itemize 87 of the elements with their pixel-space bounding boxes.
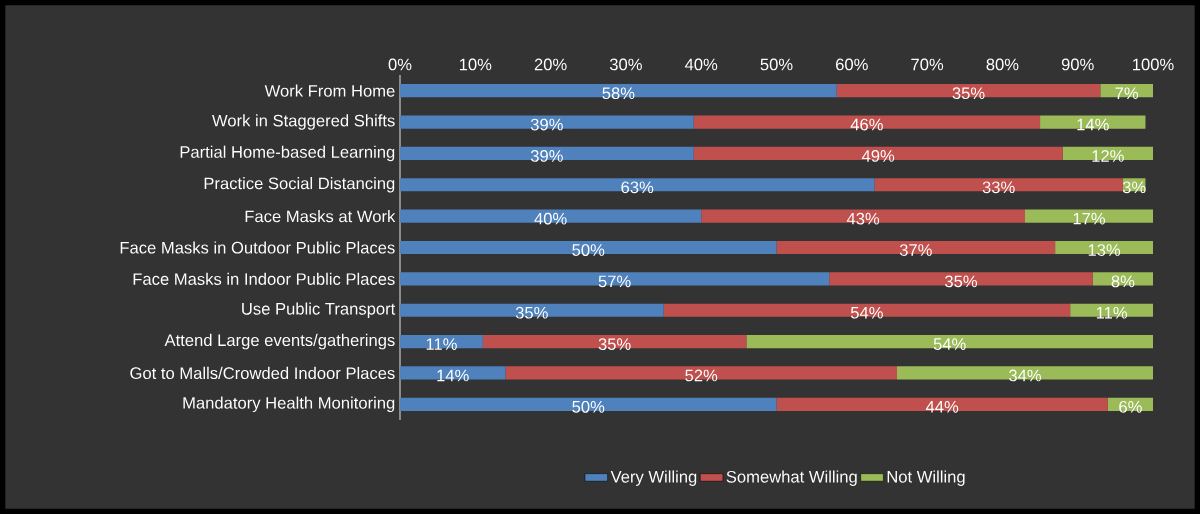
x-tick-label: 20% — [534, 58, 567, 71]
bar — [896, 366, 1154, 380]
bar — [400, 397, 777, 411]
bar — [400, 209, 702, 223]
y-tick-label: Work From Home — [264, 84, 395, 97]
bar — [693, 146, 1063, 160]
y-tick-label: Work in Staggered Shifts — [212, 114, 395, 130]
x-tick-label: 100% — [1133, 58, 1174, 71]
data-label: 50% — [572, 244, 605, 256]
data-label: 7% — [1115, 87, 1139, 99]
data-label: 12% — [1092, 150, 1124, 162]
bar — [776, 240, 1056, 255]
data-label: 39% — [530, 150, 563, 162]
bar — [400, 84, 837, 98]
bar — [829, 272, 1093, 286]
bar — [400, 178, 875, 192]
bar — [701, 209, 1025, 223]
data-label: 35% — [952, 87, 985, 100]
bar — [1025, 209, 1154, 223]
data-label: 3% — [1122, 181, 1146, 194]
y-tick-label: Face Masks in Indoor Public Places — [133, 272, 395, 285]
data-label: 58% — [602, 87, 635, 100]
y-tick-label: Face Masks at Work — [245, 210, 396, 223]
bar — [400, 303, 664, 317]
y-tick-label: Practice Social Distancing — [204, 177, 395, 193]
bar — [1070, 303, 1154, 317]
bar — [693, 115, 1041, 129]
bar — [400, 240, 777, 255]
legend-label: Very Willing — [610, 470, 697, 486]
y-tick-label: Attend Large events/gatherings — [164, 333, 395, 350]
bar — [400, 366, 506, 380]
data-label: 11% — [1096, 306, 1127, 319]
bar — [746, 335, 1154, 349]
data-label: 44% — [925, 401, 959, 413]
data-label: 13% — [1088, 244, 1121, 256]
data-label: 54% — [850, 306, 883, 319]
bar — [1062, 146, 1154, 160]
data-label: 49% — [861, 150, 895, 162]
x-tick-label: 50% — [760, 58, 793, 71]
data-label: 14% — [437, 369, 469, 382]
data-label: 54% — [933, 338, 966, 350]
data-label: 46% — [850, 118, 883, 131]
data-label: 63% — [621, 181, 654, 194]
bar — [400, 335, 483, 349]
data-label: 50% — [572, 400, 605, 413]
x-tick-label: 90% — [1061, 58, 1094, 71]
legend-label: Somewhat Willing — [726, 470, 857, 486]
data-label: 39% — [530, 118, 563, 131]
data-label: 35% — [598, 338, 631, 350]
x-tick-label: 30% — [609, 58, 642, 71]
legend-label: Not Willing — [887, 470, 965, 486]
x-tick-label: 40% — [684, 58, 718, 71]
x-tick-label: 0% — [388, 58, 412, 71]
bar — [482, 335, 747, 349]
data-label: 11% — [426, 338, 457, 350]
bar — [400, 272, 830, 286]
y-tick-label: Got to Malls/Crowded Indoor Places — [130, 366, 395, 380]
data-label: 33% — [982, 181, 1015, 194]
x-tick-label: 70% — [911, 58, 944, 71]
x-tick-label: 10% — [459, 58, 492, 71]
data-label: 34% — [1009, 369, 1042, 382]
bar — [400, 115, 694, 129]
data-label: 8% — [1111, 275, 1135, 288]
y-tick-label: Mandatory Health Monitoring — [183, 396, 395, 413]
data-label: 57% — [598, 275, 631, 288]
bar — [776, 397, 1108, 411]
data-label: 37% — [899, 244, 932, 256]
x-tick-label: 60% — [836, 58, 868, 71]
x-tick-label: 80% — [986, 58, 1019, 71]
bar — [663, 303, 1071, 317]
bar — [836, 84, 1101, 98]
bar — [400, 146, 694, 160]
data-label: 52% — [685, 369, 718, 382]
data-label: 14% — [1077, 118, 1109, 131]
y-tick-label: Use Public Transport — [242, 302, 396, 318]
data-label: 35% — [945, 275, 978, 288]
bar — [874, 178, 1123, 192]
data-label: 43% — [846, 212, 880, 225]
bar — [1040, 115, 1146, 129]
y-tick-label: Partial Home-based Learning — [180, 145, 395, 162]
data-label: 17% — [1073, 212, 1106, 225]
data-label: 6% — [1119, 400, 1142, 413]
bar — [505, 366, 897, 380]
y-tick-label: Face Masks in Outdoor Public Places — [120, 241, 395, 254]
data-label: 40% — [534, 212, 567, 225]
data-label: 35% — [515, 306, 548, 319]
bar — [1055, 240, 1154, 255]
